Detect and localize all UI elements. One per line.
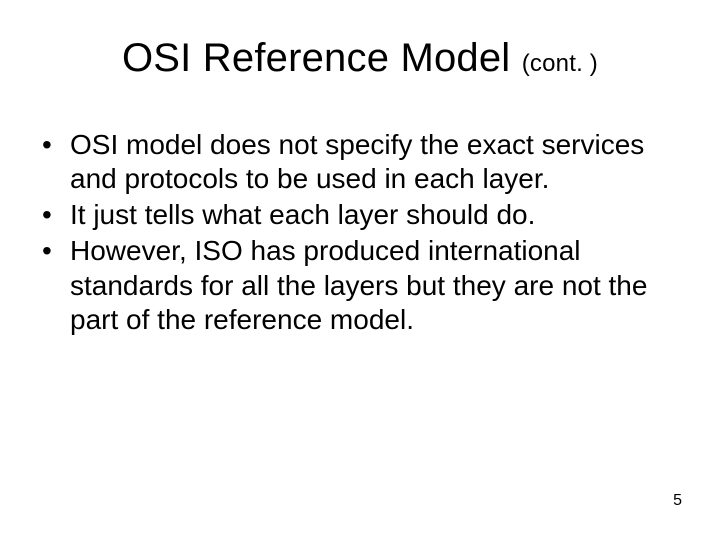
title-main: OSI Reference Model: [122, 36, 522, 80]
title-sub: (cont. ): [522, 50, 598, 77]
page-number: 5: [673, 492, 682, 510]
bullet-text: It just tells what each layer should do.: [70, 199, 535, 230]
list-item: However, ISO has produced international …: [36, 234, 660, 336]
list-item: OSI model does not specify the exact ser…: [36, 128, 660, 196]
list-item: It just tells what each layer should do.: [36, 198, 660, 232]
bullet-text: OSI model does not specify the exact ser…: [70, 129, 644, 194]
slide-title: OSI Reference Model (cont. ): [0, 36, 720, 81]
slide-body: OSI model does not specify the exact ser…: [36, 128, 660, 339]
slide: OSI Reference Model (cont. ) OSI model d…: [0, 0, 720, 540]
bullet-text: However, ISO has produced international …: [70, 235, 647, 334]
bullet-list: OSI model does not specify the exact ser…: [36, 128, 660, 337]
